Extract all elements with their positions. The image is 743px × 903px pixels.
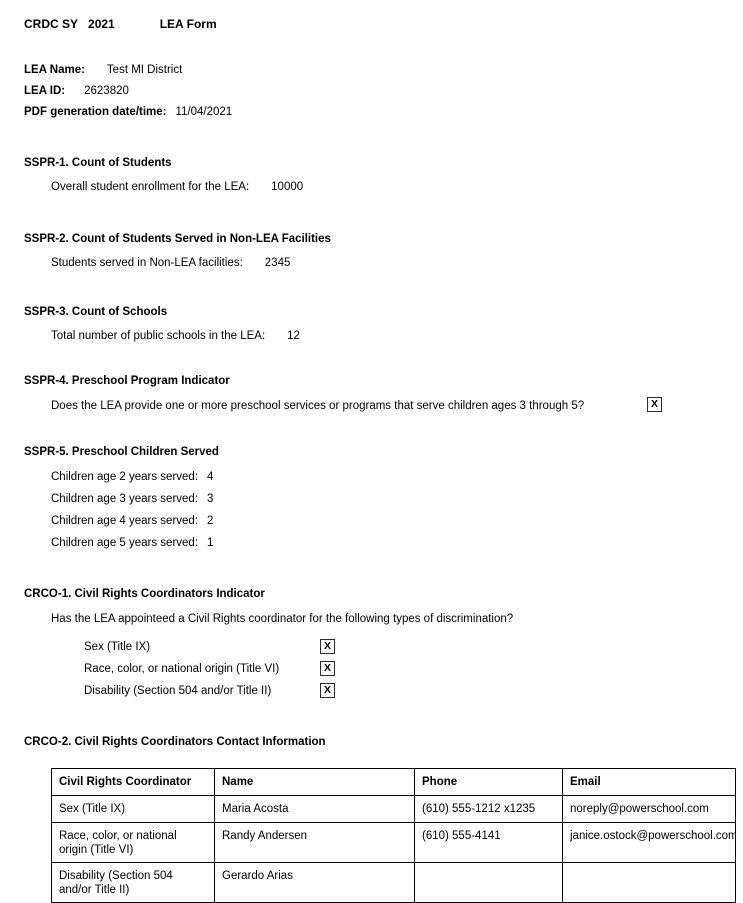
section-sspr-3: SSPR-3. Count of Schools Total number of… <box>0 304 743 344</box>
crco-1-row-disability: Disability (Section 504 and/or Title II)… <box>0 680 743 702</box>
crco-1-question: Has the LEA appointeed a Civil Rights co… <box>51 613 514 625</box>
cell-name: Maria Acosta <box>214 795 415 823</box>
pdf-date-value: 11/04/2021 <box>175 106 233 118</box>
meta-pdf-date: PDF generation date/time: 11/04/2021 <box>0 102 743 123</box>
document-meta: LEA Name: Test MI District LEA ID: 2623820… <box>0 60 743 123</box>
sspr-4-question: Does the LEA provide one or more prescho… <box>51 400 585 412</box>
pdf-date-label: PDF generation date/time: <box>24 106 167 118</box>
sspr-4-heading: SSPR-4. Preschool Program Indicator <box>24 375 230 387</box>
sspr-5-row-age2: Children age 2 years served: 4 <box>0 466 743 488</box>
lea-id-value: 2623820 <box>84 85 129 97</box>
sspr-3-row: Total number of public schools in the LE… <box>0 328 743 344</box>
sspr-5-value-age5: 1 <box>207 537 214 549</box>
column-header-phone: Phone <box>414 768 563 796</box>
table-row: Sex (Title IX) Maria Acosta (610) 555-12… <box>51 795 736 823</box>
sspr-5-label-age3: Children age 3 years served: <box>51 493 199 505</box>
table-header-row: Civil Rights Coordinator Name Phone Emai… <box>51 768 736 796</box>
sspr-1-heading: SSPR-1. Count of Students <box>24 157 172 169</box>
column-header-name: Name <box>214 768 415 796</box>
column-header-email: Email <box>562 768 736 796</box>
sspr-2-label: Students served in Non-LEA facilities: <box>51 257 243 269</box>
section-sspr-4: SSPR-4. Preschool Program Indicator Does… <box>0 373 743 414</box>
cell-coordinator: Disability (Section 504 and/or Title II) <box>51 862 215 903</box>
crco-1-heading: CRCO-1. Civil Rights Coordinators Indica… <box>24 588 265 600</box>
sspr-5-label-age2: Children age 2 years served: <box>51 471 199 483</box>
crco-1-checkbox-race[interactable]: X <box>320 661 335 676</box>
sspr-2-value: 2345 <box>264 257 291 269</box>
cell-email <box>562 862 736 903</box>
crco-1-row-sex: Sex (Title IX) X <box>0 636 743 658</box>
sspr-2-row: Students served in Non-LEA facilities: 23… <box>0 255 743 271</box>
sspr-5-row-age4: Children age 4 years served: 2 <box>0 510 743 532</box>
cell-phone <box>414 862 563 903</box>
sspr-2-heading: SSPR-2. Count of Students Served in Non-… <box>24 233 331 245</box>
sspr-5-value-age4: 2 <box>207 515 214 527</box>
section-sspr-2: SSPR-2. Count of Students Served in Non-… <box>0 231 743 271</box>
crco-1-checkbox-disability[interactable]: X <box>320 683 335 698</box>
document-title-form: LEA Form <box>159 17 217 31</box>
crco-1-row-race: Race, color, or national origin (Title V… <box>0 658 743 680</box>
crco-2-heading: CRCO-2. Civil Rights Coordinators Contac… <box>24 736 326 748</box>
sspr-1-row: Overall student enrollment for the LEA: 1… <box>0 179 743 195</box>
section-crco-1: CRCO-1. Civil Rights Coordinators Indica… <box>0 586 743 702</box>
document-title: CRDC SY 2021 LEA Form <box>0 0 743 31</box>
cell-coordinator: Race, color, or national origin (Title V… <box>51 822 215 863</box>
sspr-3-value: 12 <box>287 330 300 342</box>
crco-1-label-race: Race, color, or national origin (Title V… <box>84 663 280 675</box>
crco-1-checkbox-sex[interactable]: X <box>320 639 335 654</box>
section-sspr-1: SSPR-1. Count of Students Overall studen… <box>0 155 743 195</box>
cell-name: Randy Andersen <box>214 822 415 863</box>
sspr-1-label: Overall student enrollment for the LEA: <box>51 181 250 193</box>
document-title-year: 2021 <box>88 17 115 31</box>
sspr-5-row-age3: Children age 3 years served: 3 <box>0 488 743 510</box>
meta-lea-name: LEA Name: Test MI District <box>0 60 743 81</box>
sspr-4-checkbox[interactable]: X <box>647 397 662 412</box>
lea-name-value: Test MI District <box>106 64 183 76</box>
table-row: Race, color, or national origin (Title V… <box>51 822 736 863</box>
cell-name: Gerardo Arias <box>214 862 415 903</box>
cell-phone: (610) 555-4141 <box>414 822 563 863</box>
sspr-5-label-age5: Children age 5 years served: <box>51 537 199 549</box>
sspr-3-label: Total number of public schools in the LE… <box>51 330 266 342</box>
cell-coordinator: Sex (Title IX) <box>51 795 215 823</box>
crco-2-table: Civil Rights Coordinator Name Phone Emai… <box>51 768 736 903</box>
section-sspr-5: SSPR-5. Preschool Children Served Childr… <box>0 444 743 554</box>
table-row: Disability (Section 504 and/or Title II)… <box>51 862 736 903</box>
sspr-5-heading: SSPR-5. Preschool Children Served <box>24 446 219 458</box>
crco-2-table-wrap: Civil Rights Coordinator Name Phone Emai… <box>0 768 743 903</box>
sspr-5-value-age2: 4 <box>207 471 214 483</box>
sspr-5-label-age4: Children age 4 years served: <box>51 515 199 527</box>
cell-email: noreply@powerschool.com <box>562 795 736 823</box>
sspr-5-row-age5: Children age 5 years served: 1 <box>0 532 743 554</box>
lea-name-label: LEA Name: <box>24 64 85 76</box>
column-header-coordinator: Civil Rights Coordinator <box>51 768 215 796</box>
crco-1-label-disability: Disability (Section 504 and/or Title II) <box>84 685 272 697</box>
document-title-prefix: CRDC SY <box>24 17 79 31</box>
sspr-5-value-age3: 3 <box>207 493 214 505</box>
sspr-4-question-row: Does the LEA provide one or more prescho… <box>0 397 743 414</box>
lea-id-label: LEA ID: <box>24 85 66 97</box>
sspr-5-rows: Children age 2 years served: 4 Children a… <box>0 466 743 554</box>
crco-1-rows: Sex (Title IX) X Race, color, or national… <box>0 636 743 702</box>
crco-1-label-sex: Sex (Title IX) <box>84 641 151 653</box>
sspr-1-value: 10000 <box>271 181 304 193</box>
meta-lea-id: LEA ID: 2623820 <box>0 81 743 102</box>
sspr-3-heading: SSPR-3. Count of Schools <box>24 306 168 318</box>
cell-phone: (610) 555-1212 x1235 <box>414 795 563 823</box>
cell-email: janice.ostock@powerschool.com <box>562 822 736 863</box>
section-crco-2: CRCO-2. Civil Rights Coordinators Contac… <box>0 734 743 903</box>
